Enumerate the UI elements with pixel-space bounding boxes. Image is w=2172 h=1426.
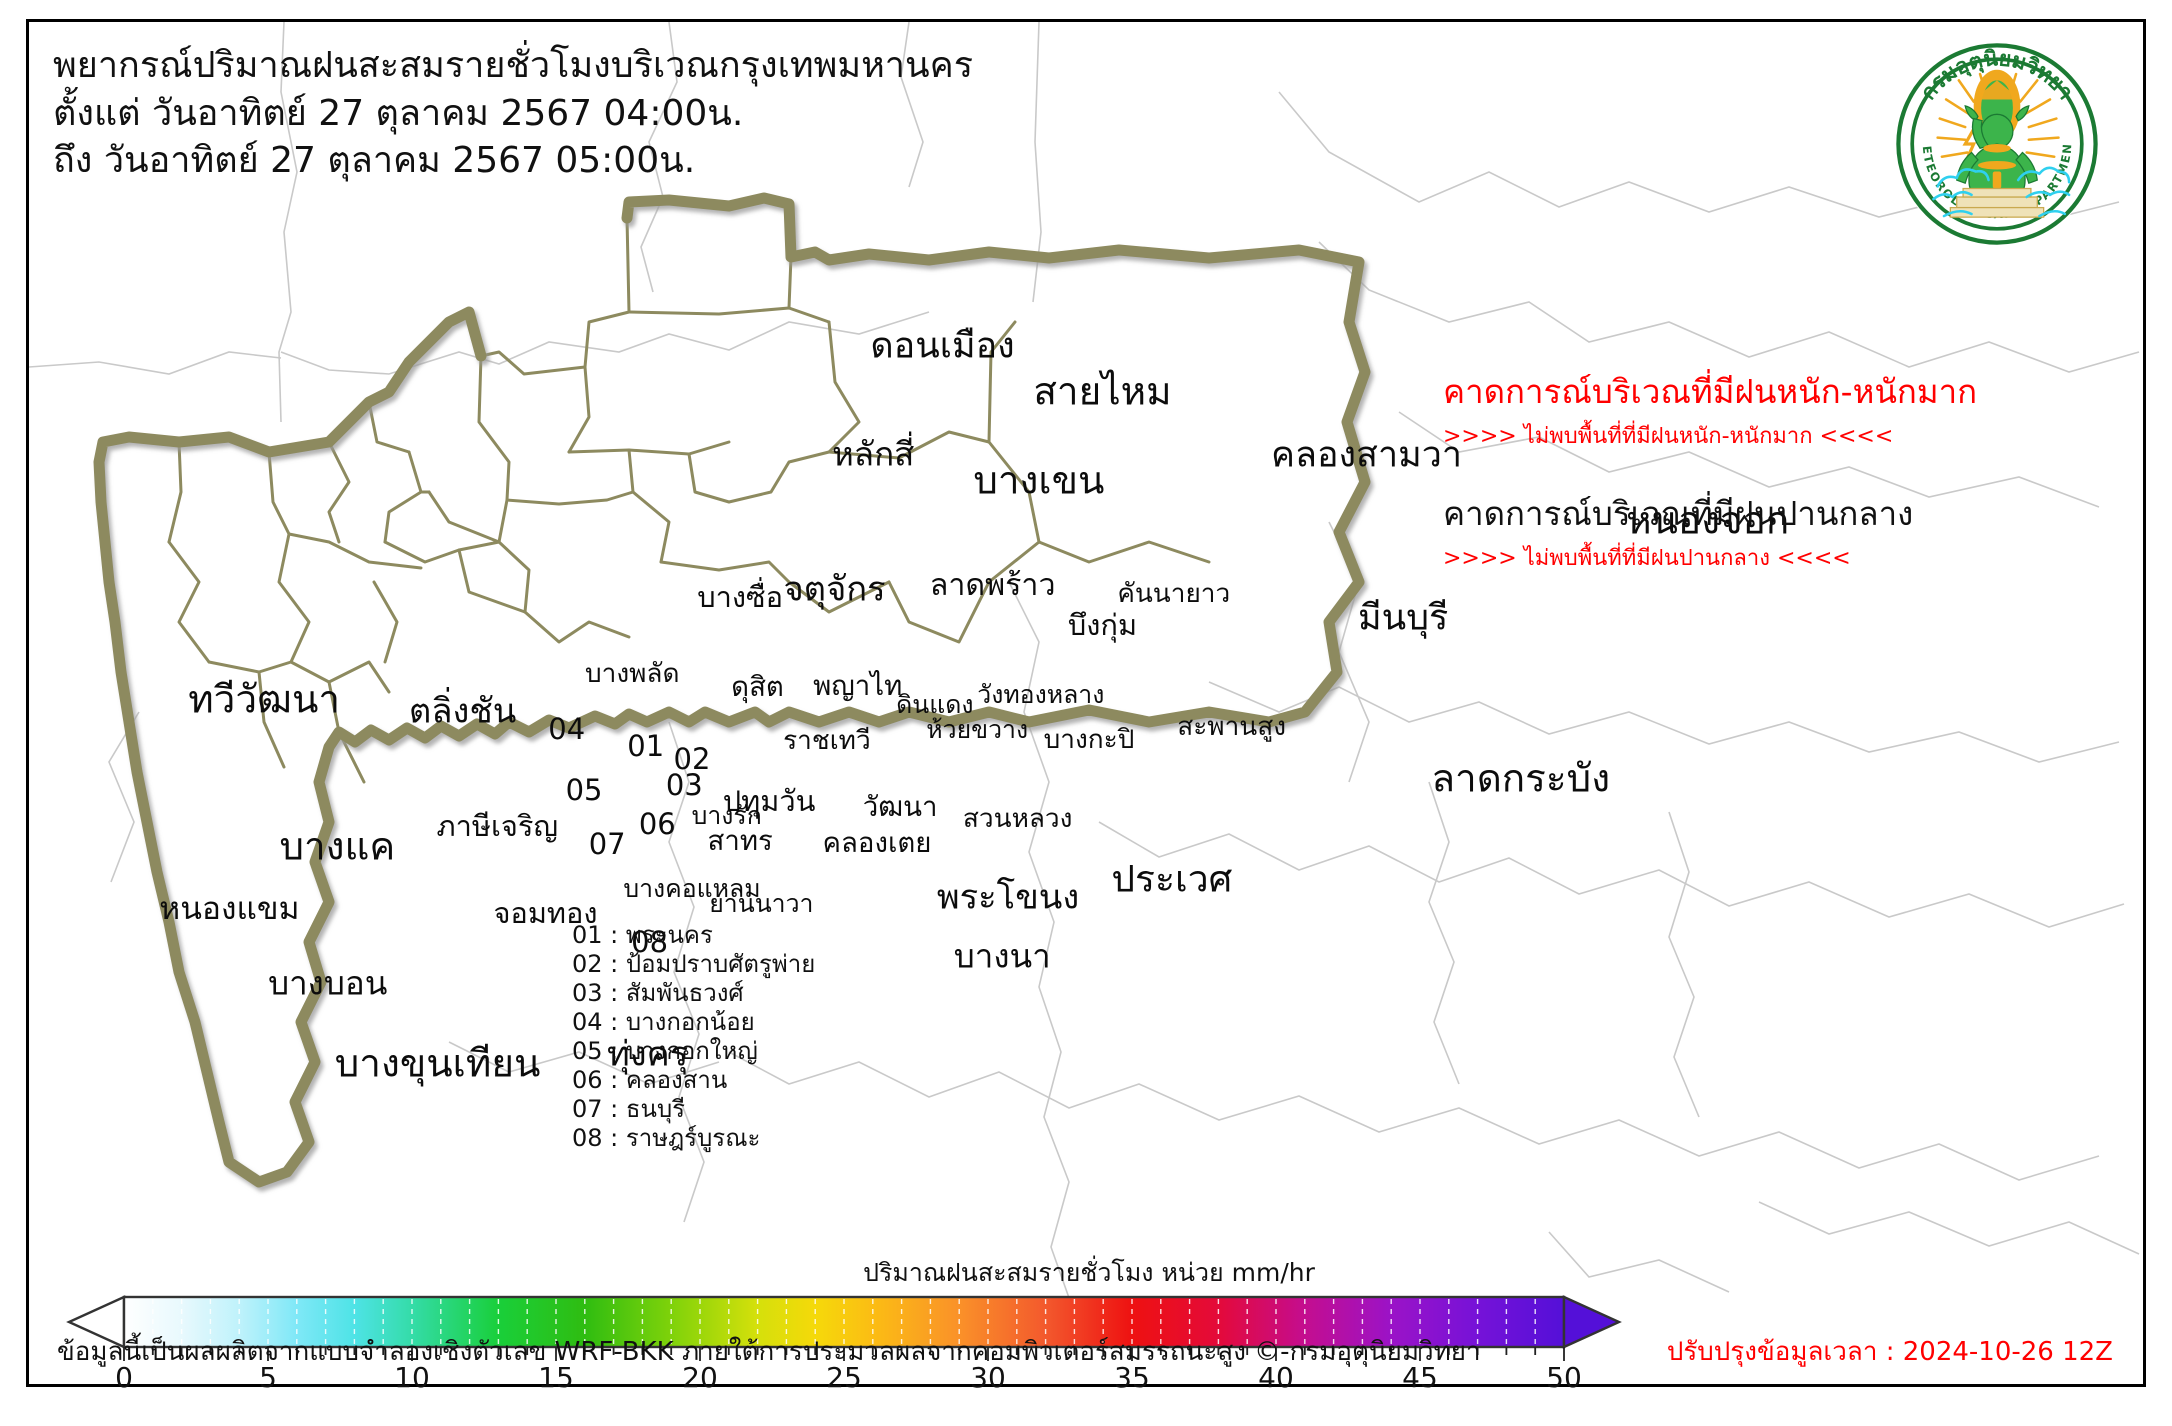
district-label-48: บางขุนเทียน — [334, 1041, 541, 1087]
rain-warning-panel: คาดการณ์บริเวณที่มีฝนหนัก-หนักมาก >>>> ไ… — [1443, 372, 2143, 572]
code-legend-row: 07 : ธนบุรี — [572, 1095, 815, 1124]
district-label-15: ดุสิต — [731, 670, 784, 704]
district-label-11: มีนบุรี — [1358, 597, 1449, 639]
map-figure-frame: พยากรณ์ปริมาณฝนสะสมรายชั่วโมงบริเวณกรุงเ… — [26, 19, 2146, 1394]
district-label-43: บางแค — [279, 824, 396, 870]
district-label-19: ห้วยขวาง — [926, 715, 1029, 745]
district-label-30: 08 — [631, 925, 669, 960]
forecast-title-block: พยากรณ์ปริมาณฝนสะสมรายชั่วโมงบริเวณกรุงเ… — [53, 42, 973, 185]
code-legend-text-3: 04 : บางกอกน้อย — [572, 1008, 755, 1037]
data-credit-text: ข้อมูลนี้เป็นผลผลิตจากแบบจำลองเชิงตัวเลข… — [57, 1337, 1481, 1367]
district-label-35: สาทร — [707, 824, 773, 858]
district-label-26: 03 — [665, 768, 703, 803]
colorbar-tick-label: 25 — [826, 1361, 862, 1394]
district-label-13: ตลิ่งชัน — [408, 691, 517, 732]
code-legend-text-5: 06 : คลองสาน — [572, 1066, 728, 1095]
district-label-5: หนองจอก — [1626, 498, 1790, 544]
district-label-32: วัฒนา — [862, 790, 938, 824]
district-label-41: บางนา — [953, 936, 1051, 976]
district-label-0: ดอนเมือง — [870, 325, 1015, 367]
district-label-6: จตุจักร — [783, 569, 886, 610]
district-label-16: พญาไท — [813, 668, 903, 702]
code-legend-row: 04 : บางกอกน้อย — [572, 1008, 815, 1037]
district-label-38: ยานนาวา — [709, 889, 814, 919]
code-legend-text-0: 01 : พระนคร — [572, 921, 713, 949]
district-code-legend: 01 : พระนคร 02 : ป้อมปราบศัตรูพ่าย 03 : … — [572, 921, 815, 1153]
district-label-37: บางคอแหลม — [623, 873, 761, 903]
district-label-1: สายไหม — [1033, 369, 1172, 415]
district-label-20: ราชเทวี — [783, 726, 871, 757]
district-label-33: สวนหลวง — [962, 803, 1073, 834]
district-label-12: ทวีวัฒนา — [188, 677, 341, 723]
district-label-47: บางบอน — [268, 963, 388, 1003]
district-label-39: พระโขนง — [936, 877, 1080, 918]
district-label-31: ปทุมวัน — [722, 783, 816, 818]
title-line-3: ถึง วันอาทิตย์ 27 ตุลาคม 2567 05:00น. — [53, 140, 696, 182]
code-legend-text-7: 08 : ราษฎร์บูรณะ — [572, 1124, 761, 1153]
colorbar-title: ปริมาณฝนสะสมรายชั่วโมง หน่วย mm/hr — [863, 1258, 1315, 1287]
title-line-2: ตั้งแต่ วันอาทิตย์ 27 ตุลาคม 2567 04:00น… — [53, 92, 744, 134]
district-label-4: คลองสามวา — [1271, 434, 1463, 476]
district-label-49: ทุ่งครุ — [607, 1034, 689, 1075]
code-legend-row: 06 : คลองสาน — [572, 1066, 815, 1095]
tmd-logo-icon: กรมอุตุนิยมวิทยา METEOROLOGICAL DEPARTME… — [1891, 38, 2099, 246]
district-label-21: บางกะปิ — [1043, 724, 1135, 755]
province-outline-layer — [29, 22, 2140, 1313]
district-label-27: 05 — [565, 772, 603, 807]
district-label-23: 04 — [548, 712, 586, 747]
code-legend-text-1: 02 : ป้อมปราบศัตรูพ่าย — [572, 950, 816, 979]
district-label-10: คันนายาว — [1117, 578, 1231, 609]
district-label-7: ลาดพร้าว — [929, 567, 1056, 603]
district-label-28: 06 — [638, 807, 676, 842]
code-legend-row: 03 : สัมพันธวงศ์ — [572, 979, 815, 1008]
colorbar-tick-label: 20 — [682, 1361, 718, 1394]
district-label-3: บางเขน — [973, 458, 1105, 504]
district-label-17: ดินแดง — [896, 690, 974, 720]
code-legend-row: 01 : พระนคร — [572, 921, 815, 950]
district-label-44: ภาษีเจริญ — [436, 808, 559, 843]
colorbar-tick-label: 30 — [970, 1361, 1006, 1394]
district-label-22: สะพานสูง — [1177, 712, 1287, 743]
code-legend-text-2: 03 : สัมพันธวงศ์ — [572, 979, 744, 1008]
district-label-18: วังทองหลาง — [977, 679, 1105, 709]
rainfall-colorbar: ปริมาณฝนสะสมรายชั่วโมง หน่วย mm/hr 0 5 10 1… — [29, 1258, 2149, 1397]
colorbar-tick-label: 10 — [394, 1361, 430, 1394]
district-label-25: 02 — [673, 741, 711, 776]
title-line-1: พยากรณ์ปริมาณฝนสะสมรายชั่วโมงบริเวณกรุงเ… — [53, 45, 974, 86]
colorbar-svg: 0 5 10 15 20 25 30 35 40 45 50 — [66, 1295, 1622, 1394]
heavy-rain-warning-heading: คาดการณ์บริเวณที่มีฝนหนัก-หนักมาก — [1443, 372, 1978, 411]
colorbar-tick-label: 5 — [259, 1361, 277, 1394]
code-legend-row: 02 : ป้อมปราบศัตรูพ่าย — [572, 950, 815, 979]
moderate-rain-warning-detail: >>>> ไม่พบพื้นที่ที่มีฝนปานกลาง <<<< — [1443, 545, 1851, 571]
district-label-40: ประเวศ — [1111, 856, 1233, 901]
district-label-46: จอมทอง — [493, 895, 598, 930]
district-label-24: 01 — [627, 729, 665, 764]
district-label-14: บางพลัด — [584, 659, 680, 690]
colorbar-tick-label: 45 — [1402, 1361, 1438, 1394]
colorbar-tick-label: 40 — [1258, 1361, 1294, 1394]
district-label-42: ลาดกระบัง — [1431, 756, 1611, 802]
code-legend-text-6: 07 : ธนบุรี — [572, 1095, 686, 1124]
colorbar-tick-label: 0 — [115, 1361, 133, 1394]
moderate-rain-warning-heading: คาดการณ์บริเวณที่มีฝนปานกลาง — [1443, 493, 1914, 533]
district-label-45: หนองแขม — [159, 891, 300, 928]
district-label-29: 07 — [588, 827, 626, 862]
district-label-36: คลองเตย — [822, 825, 932, 859]
heavy-rain-warning-detail: >>>> ไม่พบพื้นที่ที่มีฝนหนัก-หนักมาก <<<… — [1443, 423, 1894, 449]
code-legend-row: 08 : ราษฎร์บูรณะ — [572, 1124, 815, 1153]
bangkok-district-layer — [93, 192, 1371, 1188]
district-label-9: บึงกุ่ม — [1067, 608, 1138, 643]
district-label-34: บางรัก — [691, 800, 762, 830]
colorbar-tick-label: 50 — [1546, 1361, 1582, 1394]
warning-spacer — [1443, 450, 2143, 494]
district-label-2: หลักสี่ — [831, 434, 915, 474]
update-timestamp: ปรับปรุงข้อมูลเวลา : 2024-10-26 12Z — [1666, 1337, 2113, 1367]
colorbar-tick-label: 15 — [538, 1361, 574, 1394]
district-label-8: บางซื่อ — [697, 580, 784, 615]
code-legend-row: 05 : บางกอกใหญ่ — [572, 1037, 815, 1066]
colorbar-tick-label: 35 — [1114, 1361, 1150, 1394]
code-legend-text-4: 05 : บางกอกใหญ่ — [572, 1037, 758, 1066]
